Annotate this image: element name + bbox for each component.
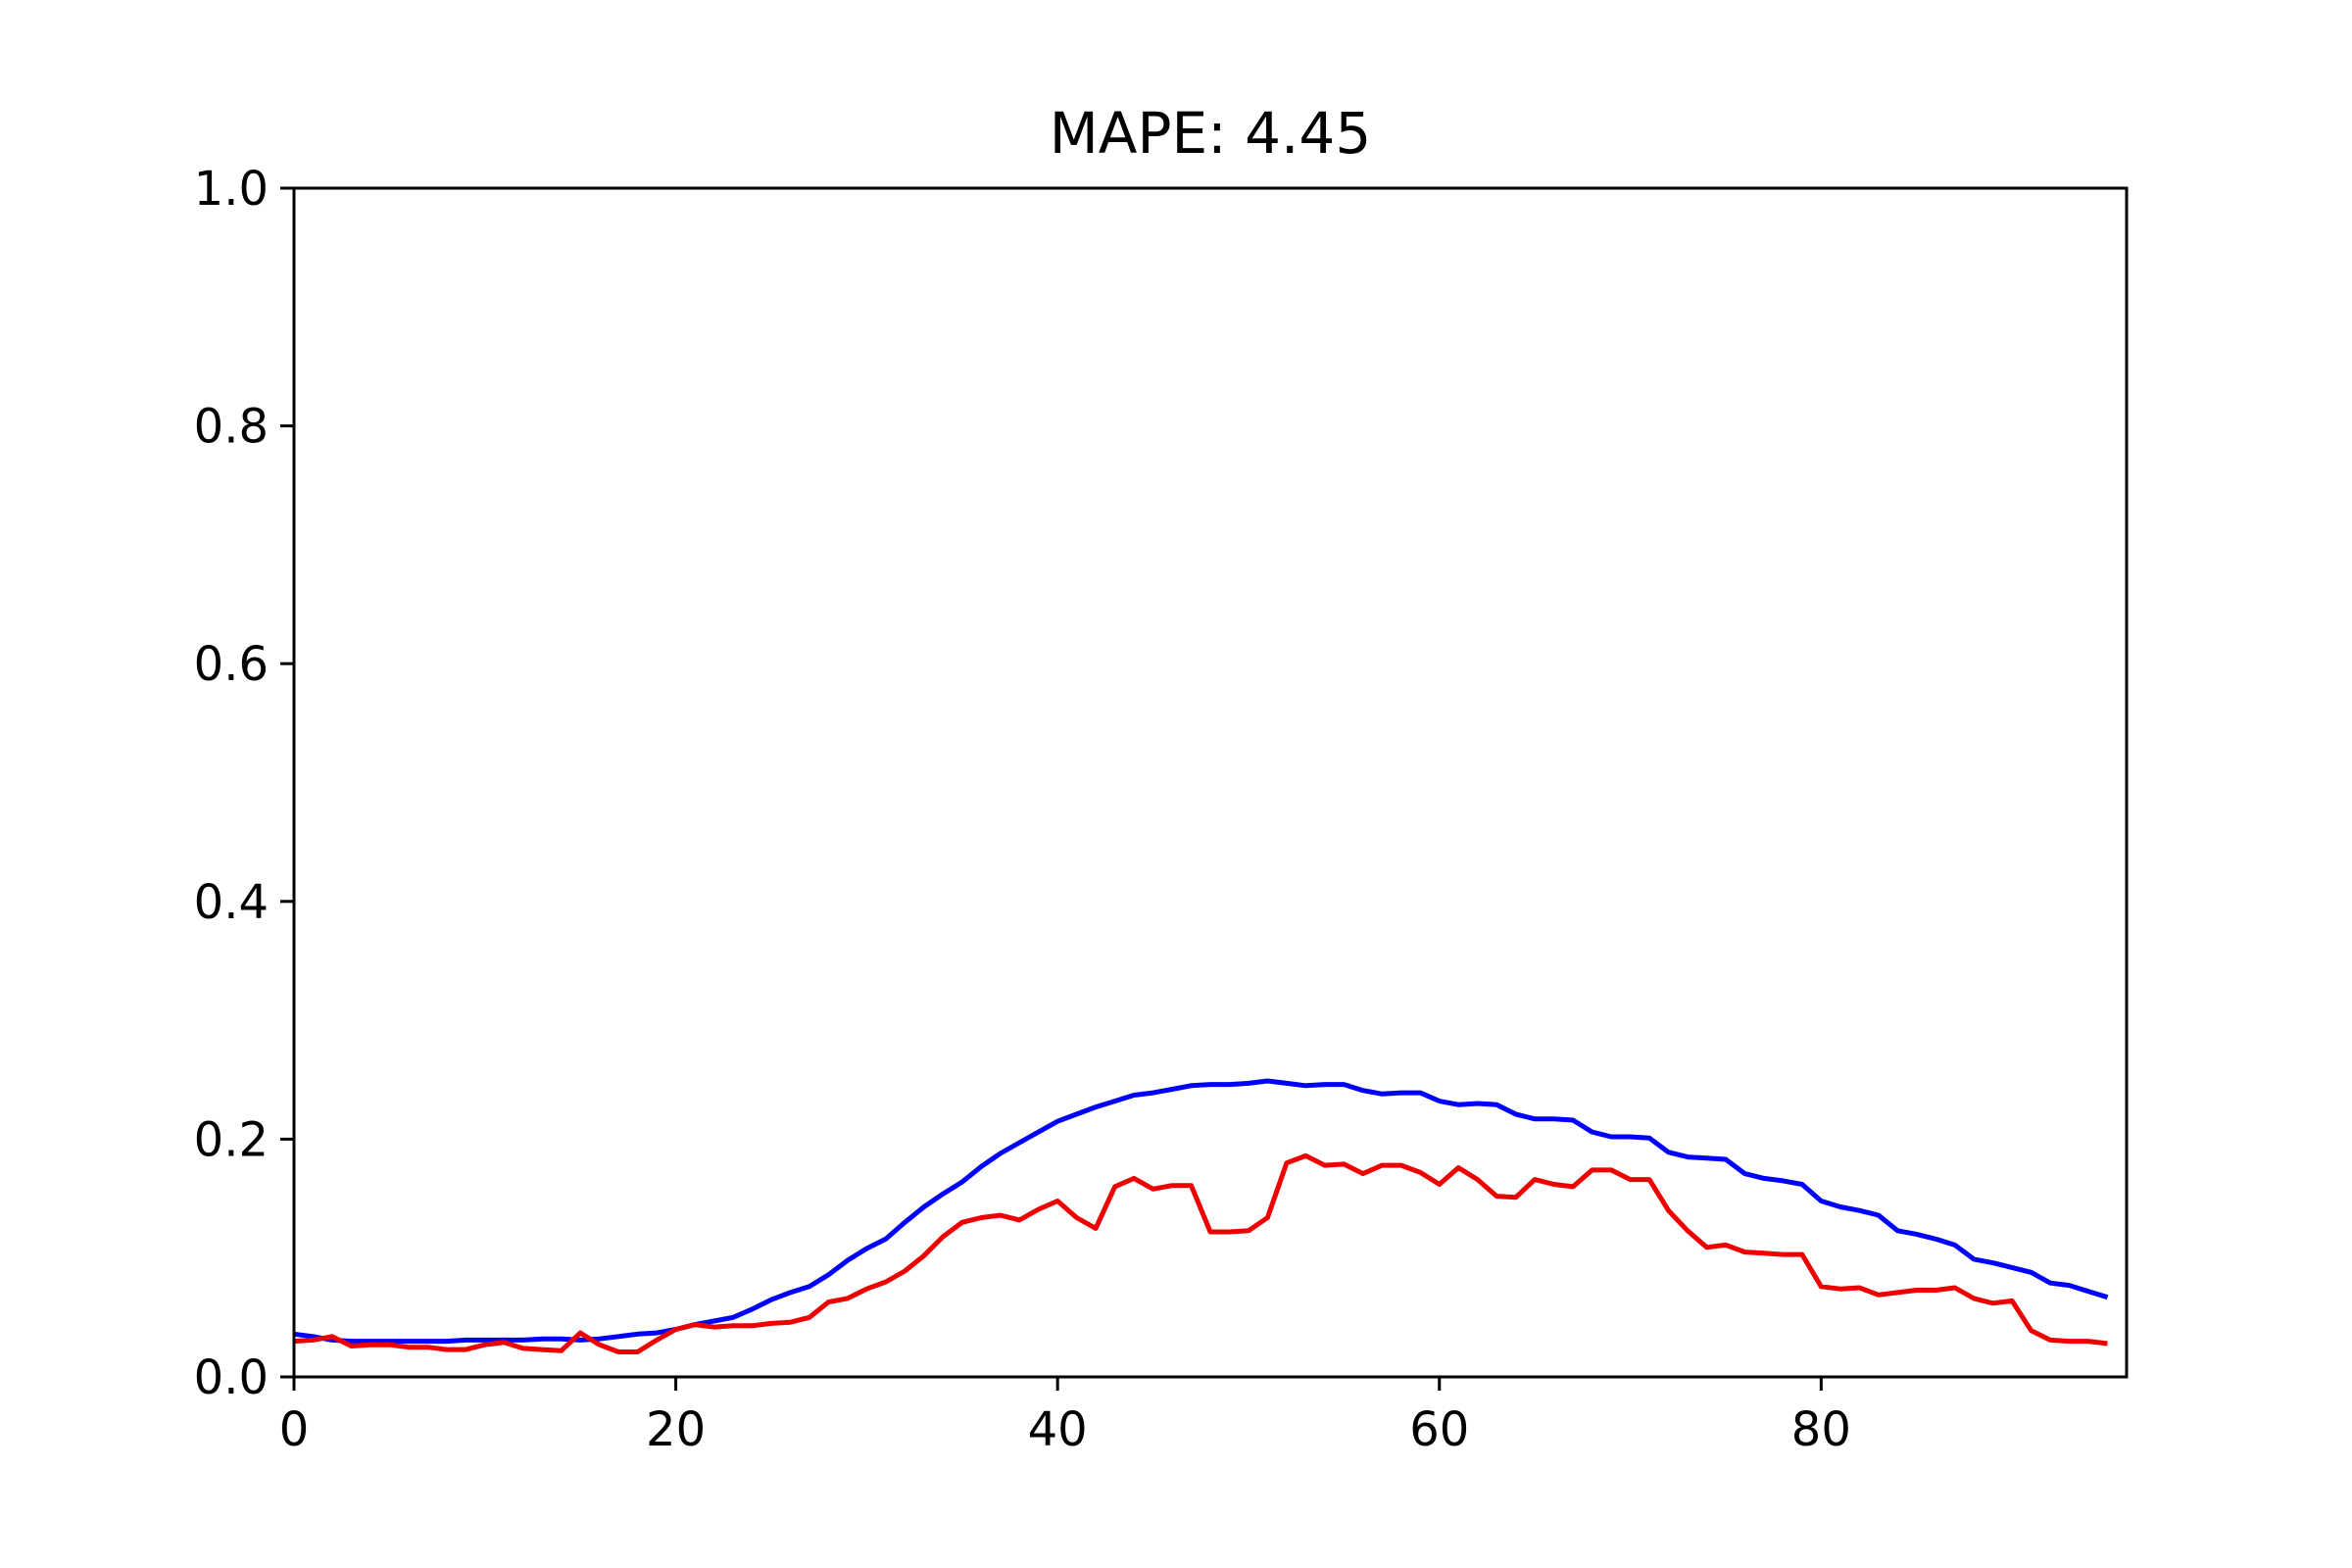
- y-tick-label: 0.4: [194, 875, 269, 930]
- y-tick-label: 0.0: [194, 1350, 269, 1405]
- series-layer: [293, 1078, 2109, 1354]
- y-tick-label: 1.0: [194, 162, 269, 217]
- x-tick-label: 20: [646, 1402, 706, 1457]
- chart-title: MAPE: 4.45: [1050, 100, 1371, 167]
- x-axis: 0 20 40 60 80: [279, 1377, 1851, 1457]
- x-tick-label: 80: [1791, 1402, 1851, 1457]
- y-tick-label: 0.6: [194, 637, 269, 692]
- plot-frame: [292, 186, 2129, 1379]
- y-tick-label: 0.8: [194, 400, 269, 455]
- y-axis: 0.0 0.2 0.4 0.6 0.8 1.0: [194, 162, 294, 1405]
- series-line-2: [293, 1152, 2108, 1354]
- x-tick-label: 60: [1409, 1402, 1469, 1457]
- x-tick-label: 0: [279, 1402, 310, 1457]
- y-tick-label: 0.2: [194, 1112, 269, 1167]
- x-tick-label: 40: [1028, 1402, 1088, 1457]
- series-line-1: [293, 1078, 2109, 1345]
